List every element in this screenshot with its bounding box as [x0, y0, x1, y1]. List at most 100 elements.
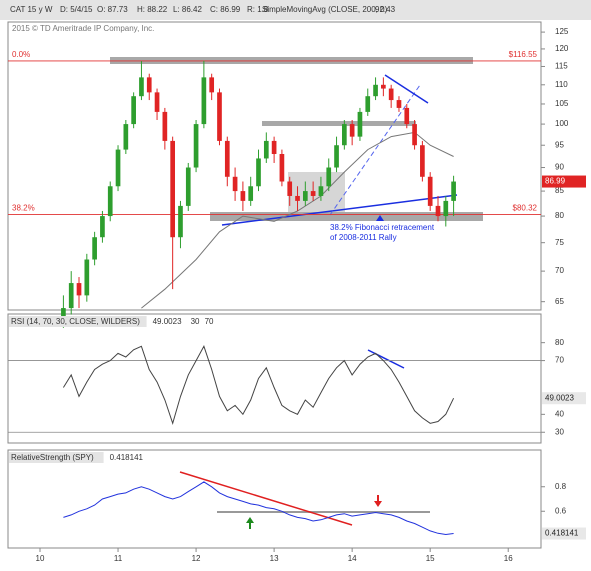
candle-body [381, 84, 386, 89]
annotation: 38.2% Fibonacci retracement [330, 223, 435, 232]
y-tick-label: 80 [555, 211, 564, 220]
candle-body [154, 92, 160, 112]
trend-line [329, 84, 421, 216]
marker [376, 215, 384, 221]
candle-body [224, 140, 230, 177]
study-value: 92.43 [375, 5, 396, 14]
level-label: 30 [191, 317, 200, 326]
candle-body [170, 140, 176, 238]
candle-body [271, 140, 277, 155]
last-value: 49.0023 [545, 393, 574, 402]
sma-line [141, 131, 454, 309]
y-tick-label: 120 [555, 44, 569, 53]
candle-body [404, 107, 410, 125]
y-tick-label: 105 [555, 99, 569, 108]
candle-body [256, 158, 261, 187]
y-tick-label: 115 [555, 62, 568, 71]
symbol: CAT 15 y W [10, 5, 53, 14]
last-value-box [542, 175, 586, 188]
candle-body [420, 145, 425, 177]
copyright: 2015 © TD Ameritrade IP Company, Inc. [12, 24, 154, 33]
quote-field: D: 5/4/15 [60, 5, 93, 14]
candle-body [107, 186, 113, 217]
study-name: SimpleMovingAvg (CLOSE, 200, 0) [262, 5, 388, 14]
fib-label: 0.0% [12, 50, 30, 59]
last-value: 86.99 [545, 177, 566, 186]
candle-body [61, 308, 66, 322]
panel-value: 0.418141 [110, 453, 144, 462]
candle-body [342, 124, 347, 146]
resistance-bar [262, 121, 416, 126]
candle-body [396, 100, 402, 108]
quote-field: H: 88.22 [137, 5, 168, 14]
x-tick-label: 16 [504, 554, 513, 563]
y-tick-label: 65 [555, 297, 564, 306]
fib-value-label: $80.32 [513, 204, 538, 213]
y-tick-label: 100 [555, 119, 569, 128]
x-tick-label: 11 [114, 554, 123, 563]
candle-body [178, 205, 183, 238]
resistance-bar [110, 57, 473, 64]
y-tick-label: 70 [555, 356, 564, 365]
candle-body [365, 96, 371, 112]
candle-body [427, 176, 433, 206]
trend-line [221, 194, 458, 226]
y-tick-label: 75 [555, 238, 564, 247]
y-tick-label: 125 [555, 27, 569, 36]
candle-body [357, 111, 363, 137]
candle-body [451, 181, 456, 201]
candle-body [185, 167, 191, 206]
quote-field: O: 87.73 [97, 5, 128, 14]
candle-body [287, 181, 293, 196]
candle-body [84, 259, 90, 296]
candle-body [435, 205, 441, 217]
last-value: 0.418141 [545, 529, 579, 538]
panel-value: 49.0023 [153, 317, 182, 326]
candle-body [193, 124, 199, 168]
candle-body [334, 145, 339, 168]
candle-body [232, 176, 238, 192]
candle-body [295, 195, 300, 201]
candle-body [131, 96, 136, 125]
quote-field: R: 1.8 [247, 5, 269, 14]
fib-label: 38.2% [12, 204, 35, 213]
candle-body [68, 283, 74, 309]
candle-body [263, 140, 269, 159]
panel-title-bg [9, 316, 147, 327]
y-tick-label: 85 [555, 186, 564, 195]
panel-title: RelativeStrength (SPY) [11, 453, 94, 462]
x-tick-label: 14 [348, 554, 357, 563]
x-tick-label: 13 [270, 554, 279, 563]
candle-body [162, 111, 168, 141]
x-tick-label: 12 [192, 554, 201, 563]
candle-body [412, 124, 417, 146]
candle-body [146, 77, 152, 93]
last-value-box [542, 527, 586, 540]
candle-body [139, 77, 144, 97]
candle-body [240, 191, 246, 201]
y-tick-label: 110 [555, 80, 568, 89]
down-arrow [374, 495, 382, 507]
rsi-trend-line [367, 349, 405, 369]
rsi-panel [7, 313, 542, 444]
y-tick-label: 90 [555, 163, 564, 172]
candle-body [115, 149, 121, 187]
toolbar [0, 0, 591, 20]
up-arrow [246, 517, 254, 529]
candle-body [92, 237, 97, 260]
candle-body [388, 88, 394, 101]
y-tick-label: 40 [555, 409, 564, 418]
candle-body [443, 200, 449, 217]
series-line [62, 345, 455, 425]
candle-body [349, 124, 355, 137]
candle-body [100, 216, 105, 238]
candle-body [201, 77, 207, 125]
y-tick-label: 80 [555, 338, 564, 347]
trend-line [384, 74, 429, 104]
annotation: of 2008-2011 Rally [330, 233, 397, 242]
candle-body [302, 191, 308, 201]
level-label: 70 [205, 317, 214, 326]
panel-title-bg [9, 452, 104, 463]
candle-body [318, 186, 324, 196]
